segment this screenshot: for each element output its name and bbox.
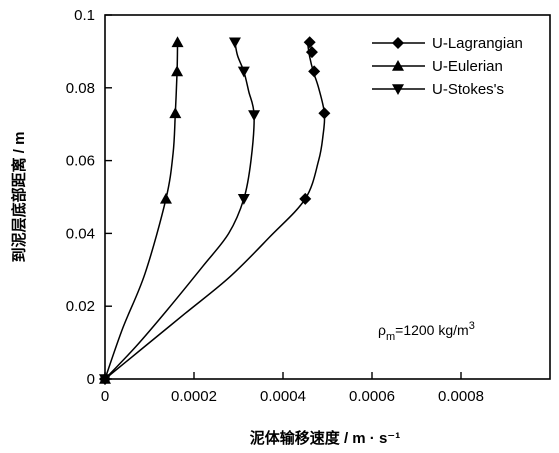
series-curves: [104, 42, 326, 380]
x-tick-label: 0.0006: [349, 388, 395, 405]
y-tick-label: 0.04: [66, 225, 95, 242]
density-annotation: ρm=1200 kg/m3: [378, 320, 475, 343]
x-tick-label: 0.0008: [438, 388, 484, 405]
data-point-1: [159, 192, 172, 204]
y-axis-title: 到泥层底部距离 / m: [10, 132, 28, 263]
density-unit-exponent: 3: [469, 320, 475, 332]
y-tick-label: 0.1: [74, 7, 95, 24]
data-point-2: [228, 37, 241, 49]
y-tick-label: 0: [87, 371, 95, 388]
legend-label-2: U-Stokes's: [432, 81, 504, 98]
data-point-0: [318, 107, 331, 120]
data-point-0: [299, 192, 312, 205]
data-point-1: [171, 36, 184, 48]
legend-marker-2: [392, 84, 404, 95]
legend-label-0: U-Lagrangian: [432, 35, 523, 52]
legend-marker-1: [392, 60, 404, 71]
x-axis-title: 泥体输移速度 / m · s⁻¹: [250, 429, 400, 447]
data-point-0: [305, 46, 318, 59]
data-point-0: [303, 36, 316, 49]
x-tick-label: 0: [101, 388, 109, 405]
density-subscript: m: [386, 331, 395, 343]
y-tick-label: 0.02: [66, 298, 95, 315]
x-tick-label: 0.0002: [171, 388, 217, 405]
y-tick-label: 0.06: [66, 153, 95, 170]
axis-ticks: 0 0.0002 0.0004 0.0006 0.0008 0 0.02 0.04 0.06 0.…: [66, 7, 484, 405]
series-line-2: [104, 42, 255, 380]
data-point-2: [237, 66, 250, 78]
data-point-2: [248, 110, 261, 122]
x-tick-label: 0.0004: [260, 388, 306, 405]
data-point-2: [237, 194, 250, 205]
legend: U-Lagrangian U-Eulerian U-Stokes's: [372, 35, 523, 98]
data-point-1: [171, 65, 184, 77]
y-tick-label: 0.08: [66, 80, 95, 97]
series-line-0: [104, 42, 326, 380]
density-symbol: ρ: [378, 322, 386, 338]
density-value: =1200 kg/m: [395, 322, 469, 338]
data-point-0: [308, 65, 321, 78]
data-point-1: [169, 107, 182, 119]
series-markers: [99, 36, 331, 385]
plot-frame: [104, 14, 551, 380]
legend-marker-0: [392, 37, 404, 49]
data-point-2: [99, 374, 111, 385]
legend-label-1: U-Eulerian: [432, 58, 503, 75]
